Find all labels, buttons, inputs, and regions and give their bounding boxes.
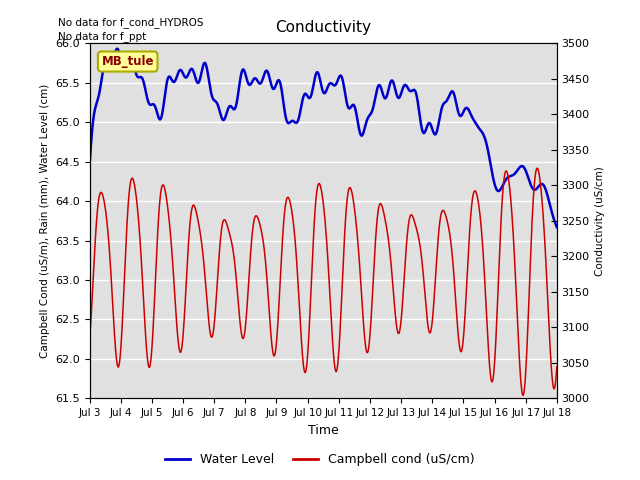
Title: Conductivity: Conductivity [275,20,371,35]
Y-axis label: Campbell Cond (uS/m), Rain (mm), Water Level (cm): Campbell Cond (uS/m), Rain (mm), Water L… [40,84,49,358]
Y-axis label: Conductivity (uS/cm): Conductivity (uS/cm) [595,166,605,276]
Text: MB_tule: MB_tule [101,55,154,68]
X-axis label: Time: Time [308,424,339,437]
Text: No data for f_cond_HYDROS: No data for f_cond_HYDROS [58,17,203,28]
Text: No data for f_ppt: No data for f_ppt [58,31,146,42]
Legend: Water Level, Campbell cond (uS/cm): Water Level, Campbell cond (uS/cm) [160,448,480,471]
